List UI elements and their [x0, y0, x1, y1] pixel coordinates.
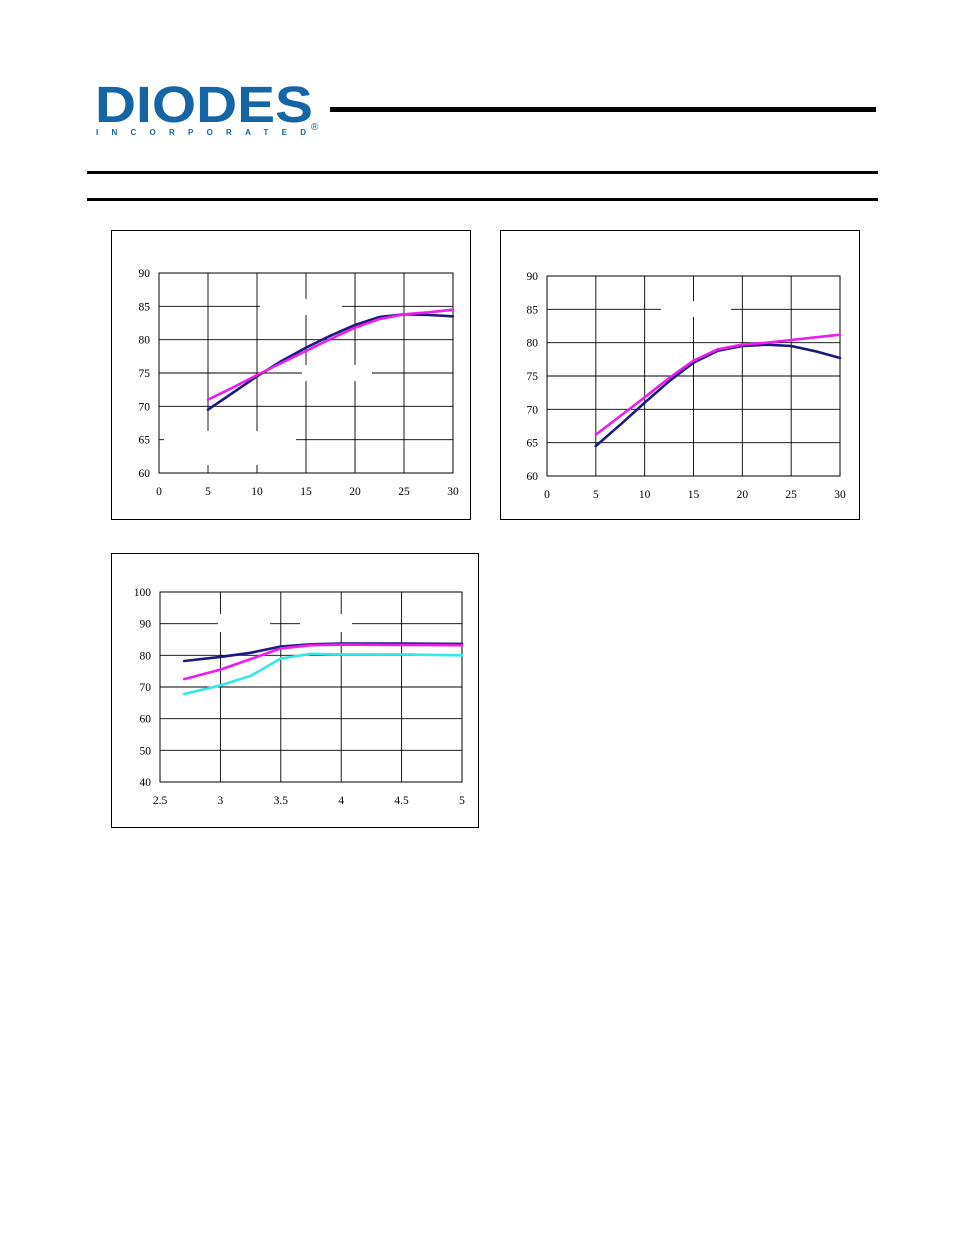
chart-1-blank-box-2: [164, 431, 296, 465]
chart-1-x-tick-label: 30: [447, 486, 459, 498]
diodes-logo: DIODES INCORPORATED ®: [95, 78, 319, 137]
chart-1-plot-border: [158, 272, 454, 474]
chart-1-y-tick-label: 80: [139, 335, 151, 347]
chart-2-x-tick-label: 0: [544, 489, 550, 501]
chart-3-x-tick-label: 2.5: [153, 795, 168, 807]
chart-3-x-tick-label: 3.5: [274, 795, 289, 807]
chart-3-y-tick-label: 70: [140, 682, 152, 694]
chart-3-blank-box-1: [300, 614, 352, 632]
chart-1-blank-box-0: [260, 299, 342, 315]
chart-2-x-tick-label: 30: [834, 489, 846, 501]
chart-2-y-tick-label: 80: [527, 338, 539, 350]
header-rule: [330, 107, 876, 112]
chart-2-blank-box-0: [661, 301, 731, 317]
chart-1-x-tick-label: 20: [349, 486, 361, 498]
chart-2-series-line-1: [594, 343, 842, 448]
chart-panel-3: 2.5 3 3.5 4 4.5 5 40 50 60 70 80 90 100: [111, 553, 479, 828]
chart-2-y-tick-label: 90: [527, 271, 539, 283]
chart-panel-2: 0 5 10 15 20 25 30 60 65 70 75 80 85 90: [500, 230, 860, 520]
chart-2-y-tick-label: 75: [527, 371, 539, 383]
chart-2-y-tick-label: 65: [527, 438, 539, 450]
chart-3-series-line-2: [182, 643, 464, 681]
chart-3: 2.5 3 3.5 4 4.5 5 40 50 60 70 80 90 100: [134, 587, 465, 807]
chart-2-x-tick-label: 5: [593, 489, 599, 501]
logo-wordmark: DIODES: [95, 78, 313, 133]
section-band-top-rule: [87, 171, 878, 174]
chart-1-x-tick-label: 25: [398, 486, 410, 498]
chart-1-y-tick-label: 90: [139, 268, 151, 280]
chart-3-blank-box-0: [218, 614, 270, 632]
chart-1-y-tick-label: 60: [139, 468, 151, 480]
chart-2-x-tick-label: 20: [737, 489, 749, 501]
logo-registered-mark: ®: [311, 122, 319, 133]
chart-1-y-tick-label: 85: [139, 301, 151, 313]
chart-2: 0 5 10 15 20 25 30 60 65 70 75 80 85 90: [527, 271, 847, 501]
chart-3-x-tick-label: 4.5: [394, 795, 409, 807]
chart-3-y-tick-label: 90: [140, 619, 152, 631]
chart-1-y-tick-label: 75: [139, 368, 151, 380]
chart-3-y-tick-label: 50: [140, 745, 152, 757]
chart-1: 0 5 10 15 20 25 30 60 65 70 75 80 85 90: [139, 268, 460, 498]
chart-3-y-tick-label: 100: [134, 587, 152, 599]
chart-1-x-tick-label: 10: [251, 486, 263, 498]
chart-1-y-tick-label: 70: [139, 401, 151, 413]
chart-1-series-line-1: [206, 313, 455, 411]
chart-panel-1: 0 5 10 15 20 25 30 60 65 70 75 80 85 90: [111, 230, 471, 520]
chart-3-y-tick-label: 60: [140, 714, 152, 726]
chart-3-y-tick-label: 40: [140, 777, 152, 789]
chart-2-series-line-2: [594, 333, 842, 436]
chart-2-y-tick-label: 85: [527, 304, 539, 316]
chart-1-blank-box-1: [302, 365, 372, 381]
chart-3-y-tick-label: 80: [140, 650, 152, 662]
section-band-bottom-rule: [87, 198, 878, 201]
chart-2-y-tick-label: 60: [527, 471, 539, 483]
chart-3-plot-border: [159, 591, 463, 783]
chart-2-y-tick-label: 70: [527, 404, 539, 416]
chart-1-y-tick-label: 65: [139, 435, 151, 447]
chart-1-x-tick-label: 5: [205, 486, 211, 498]
chart-2-x-tick-label: 15: [688, 489, 700, 501]
chart-2-plot-border: [546, 275, 841, 477]
chart-1-series-line-2: [206, 308, 455, 401]
chart-2-x-tick-label: 10: [639, 489, 651, 501]
chart-3-x-tick-label: 3: [218, 795, 224, 807]
chart-1-x-tick-label: 0: [156, 486, 162, 498]
chart-3-x-tick-label: 4: [338, 795, 344, 807]
chart-1-x-tick-label: 15: [300, 486, 312, 498]
chart-2-x-tick-label: 25: [785, 489, 797, 501]
chart-3-series-line-3: [182, 652, 464, 696]
chart-3-x-tick-label: 5: [459, 795, 465, 807]
